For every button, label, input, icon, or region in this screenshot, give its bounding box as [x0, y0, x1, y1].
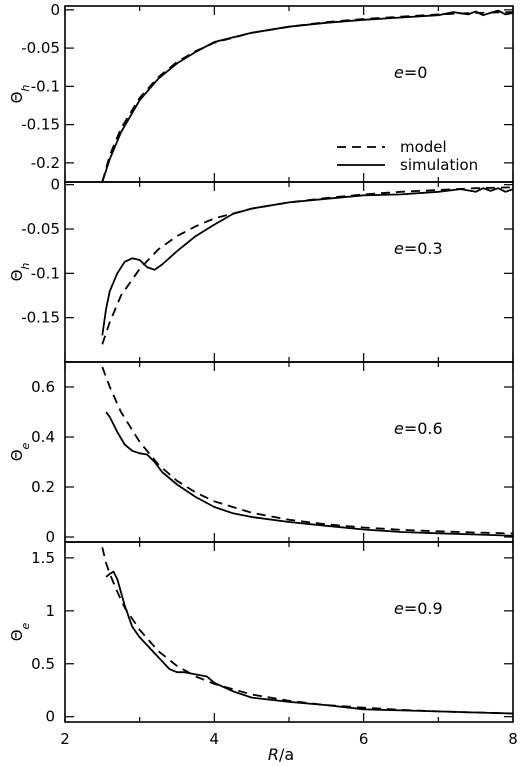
series-simulation-line — [105, 570, 514, 715]
panel-frame — [64, 541, 514, 723]
series-model-line — [101, 547, 514, 715]
series-simulation-line — [101, 9, 514, 183]
annotation-var: e — [394, 419, 404, 438]
annotation-value: =0.6 — [404, 419, 443, 438]
y-axis-label: Θh — [8, 263, 32, 282]
y-axis-symbol: Θ — [8, 629, 26, 641]
y-axis-label: Θe — [8, 442, 32, 461]
x-axis-label-var: R — [268, 745, 279, 764]
panels: 0-0.05-0.1-0.15-0.2Θhe=0modelsimulation0… — [8, 1, 518, 748]
annotation-value: =0 — [404, 63, 428, 82]
series-model-line — [101, 186, 514, 345]
y-axis-subscript: h — [19, 263, 32, 270]
y-tick-label: -0.1 — [31, 77, 60, 95]
legend-label-simulation: simulation — [400, 156, 478, 174]
annotation-var: e — [394, 239, 404, 258]
annotation-value: =0.9 — [404, 599, 443, 618]
annotation-var: e — [394, 63, 404, 82]
x-tick-label: 2 — [60, 730, 70, 748]
panel-2: 0 -0.05 -0.1 -0.15 Θh e=0.3 — [8, 176, 514, 363]
panel-frame — [64, 181, 514, 363]
annotation-value: =0.3 — [404, 239, 443, 258]
panel-frame — [64, 361, 514, 543]
x-tick-label: 6 — [359, 730, 369, 748]
panel-annotation: e=0.3 — [394, 239, 443, 258]
y-tick-label: -0.1 — [31, 264, 60, 282]
y-tick-label: -0.15 — [21, 116, 60, 134]
y-tick-label: 0 — [50, 1, 60, 19]
y-tick-label: 0.6 — [31, 378, 55, 396]
legend-label-model: model — [400, 138, 447, 156]
y-tick-label: 0.5 — [31, 655, 55, 673]
annotation-var: e — [394, 599, 404, 618]
y-tick-label: -0.05 — [21, 39, 60, 57]
series-simulation-line — [101, 187, 514, 336]
y-axis-subscript: h — [19, 85, 32, 92]
y-axis-subscript: e — [19, 442, 32, 449]
y-tick-label: 1.5 — [31, 549, 55, 567]
y-axis-symbol: Θ — [8, 270, 26, 282]
y-axis-subscript: e — [19, 622, 32, 629]
x-axis-label: R/a — [268, 745, 294, 764]
series-model-line — [101, 366, 514, 535]
y-tick-label: -0.15 — [21, 309, 60, 327]
y-tick-label: 0 — [50, 176, 60, 194]
y-tick-label: 0.2 — [31, 478, 55, 496]
y-tick-label: 0 — [45, 528, 55, 546]
panel-annotation: e=0 — [394, 63, 427, 82]
x-tick-label: 8 — [508, 730, 518, 748]
panel-annotation: e=0.6 — [394, 419, 443, 438]
y-tick-label: 0 — [45, 708, 55, 726]
panel-annotation: e=0.9 — [394, 599, 443, 618]
y-axis-label: Θe — [8, 622, 32, 641]
y-tick-label: 1 — [45, 602, 55, 620]
y-tick-label: 0.4 — [31, 428, 55, 446]
y-axis-symbol: Θ — [8, 449, 26, 461]
y-axis-label: Θh — [8, 85, 32, 104]
y-axis-symbol: Θ — [8, 92, 26, 104]
x-axis-label-rest: /a — [279, 745, 294, 764]
y-tick-label: -0.2 — [31, 154, 60, 172]
series-simulation-line — [105, 411, 514, 537]
x-tick-label: 4 — [210, 730, 220, 748]
y-tick-label: -0.05 — [21, 220, 60, 238]
